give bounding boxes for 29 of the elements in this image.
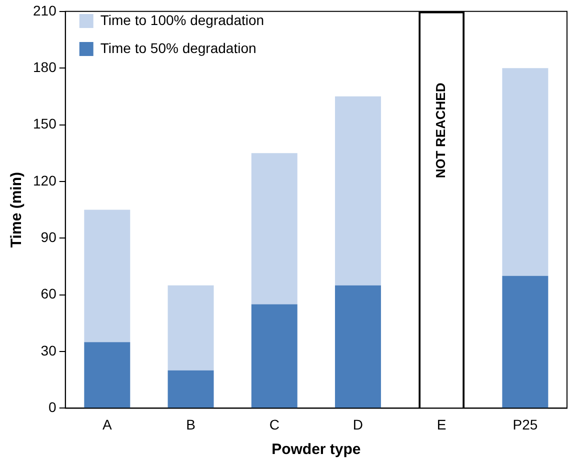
y-tick-label: 210 [33, 2, 57, 18]
y-tick-label: 180 [33, 58, 57, 75]
bar [334, 96, 381, 286]
y-axis-title: Time (min) [8, 172, 26, 248]
bar [502, 68, 548, 276]
bar [84, 342, 130, 408]
bar [168, 285, 214, 370]
x-tick-label: C [269, 416, 280, 432]
y-tick-label: 0 [48, 399, 57, 416]
bar [502, 276, 548, 408]
x-tick-label: E [436, 416, 446, 432]
bar [251, 153, 298, 304]
y-tick-label: 30 [40, 342, 57, 358]
y-tick-label: 150 [33, 116, 57, 132]
y-tick-label: 90 [40, 229, 57, 245]
x-tick-label: A [102, 416, 112, 432]
y-tick-label: 60 [40, 286, 57, 302]
bar [168, 370, 214, 408]
x-axis-title: Powder type [272, 441, 361, 458]
legend-label: Time to 100% degradation [100, 12, 264, 28]
y-tick-label: 120 [33, 172, 57, 188]
bar [334, 285, 381, 408]
legend-label: Time to 50% degradation [100, 40, 256, 56]
x-tick-label: B [186, 416, 196, 432]
x-tick-label: D [352, 416, 364, 432]
x-tick-label: P25 [512, 416, 538, 432]
bar [251, 304, 298, 408]
annotation: NOT REACHED [433, 82, 448, 178]
bar [84, 210, 130, 342]
